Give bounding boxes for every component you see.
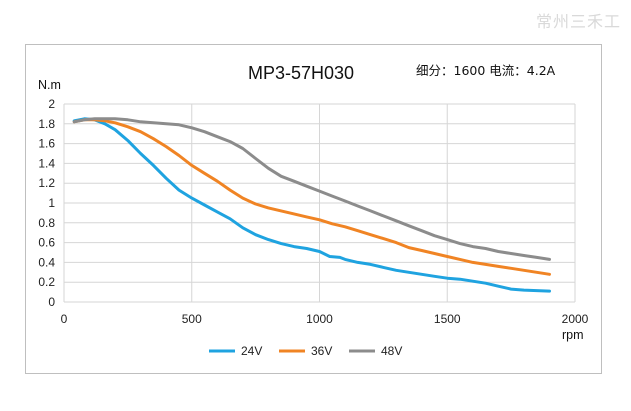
y-tick-label: 0.2 — [38, 275, 55, 289]
legend-label-48v: 48V — [381, 344, 402, 358]
y-axis-label: N.m — [38, 78, 61, 92]
y-tick-label: 1 — [48, 196, 55, 210]
legend-label-36v: 36V — [311, 344, 332, 358]
y-tick-label: 0.6 — [38, 236, 55, 250]
chart-title: MP3-57H030 — [248, 63, 354, 83]
y-tick-label: 1.6 — [38, 137, 55, 151]
series-line-24v — [72, 117, 551, 293]
legend: 24V 36V 48V — [209, 344, 402, 358]
x-tick-label: 500 — [182, 312, 202, 326]
y-tick-label: 0 — [48, 295, 55, 309]
watermark-text: 常州三禾工 — [535, 12, 621, 31]
x-tick-label: 2000 — [562, 312, 589, 326]
series-layer — [72, 117, 551, 293]
x-tick-label: 1500 — [434, 312, 461, 326]
y-tick-label: 1.2 — [38, 176, 55, 190]
series-line-36v — [72, 118, 551, 276]
axis-layer: 0 0.2 0.4 0.6 0.8 1 1.2 1.4 1.6 1.8 2 0 500 1000 1500 2… — [38, 97, 588, 326]
x-tick-label: 0 — [61, 312, 68, 326]
x-tick-label: 1000 — [306, 312, 333, 326]
y-tick-label: 0.8 — [38, 216, 55, 230]
x-axis-label: rpm — [562, 328, 584, 342]
y-tick-label: 2 — [48, 97, 55, 111]
chart-note: 细分：1600 电流：4.2A — [416, 63, 556, 78]
grid-layer — [63, 103, 576, 303]
legend-label-24v: 24V — [241, 344, 262, 358]
y-tick-label: 0.4 — [38, 255, 55, 269]
y-tick-label: 1.8 — [38, 117, 55, 131]
series-line-48v — [72, 117, 551, 261]
y-tick-label: 1.4 — [38, 156, 55, 170]
chart-frame — [25, 44, 602, 374]
